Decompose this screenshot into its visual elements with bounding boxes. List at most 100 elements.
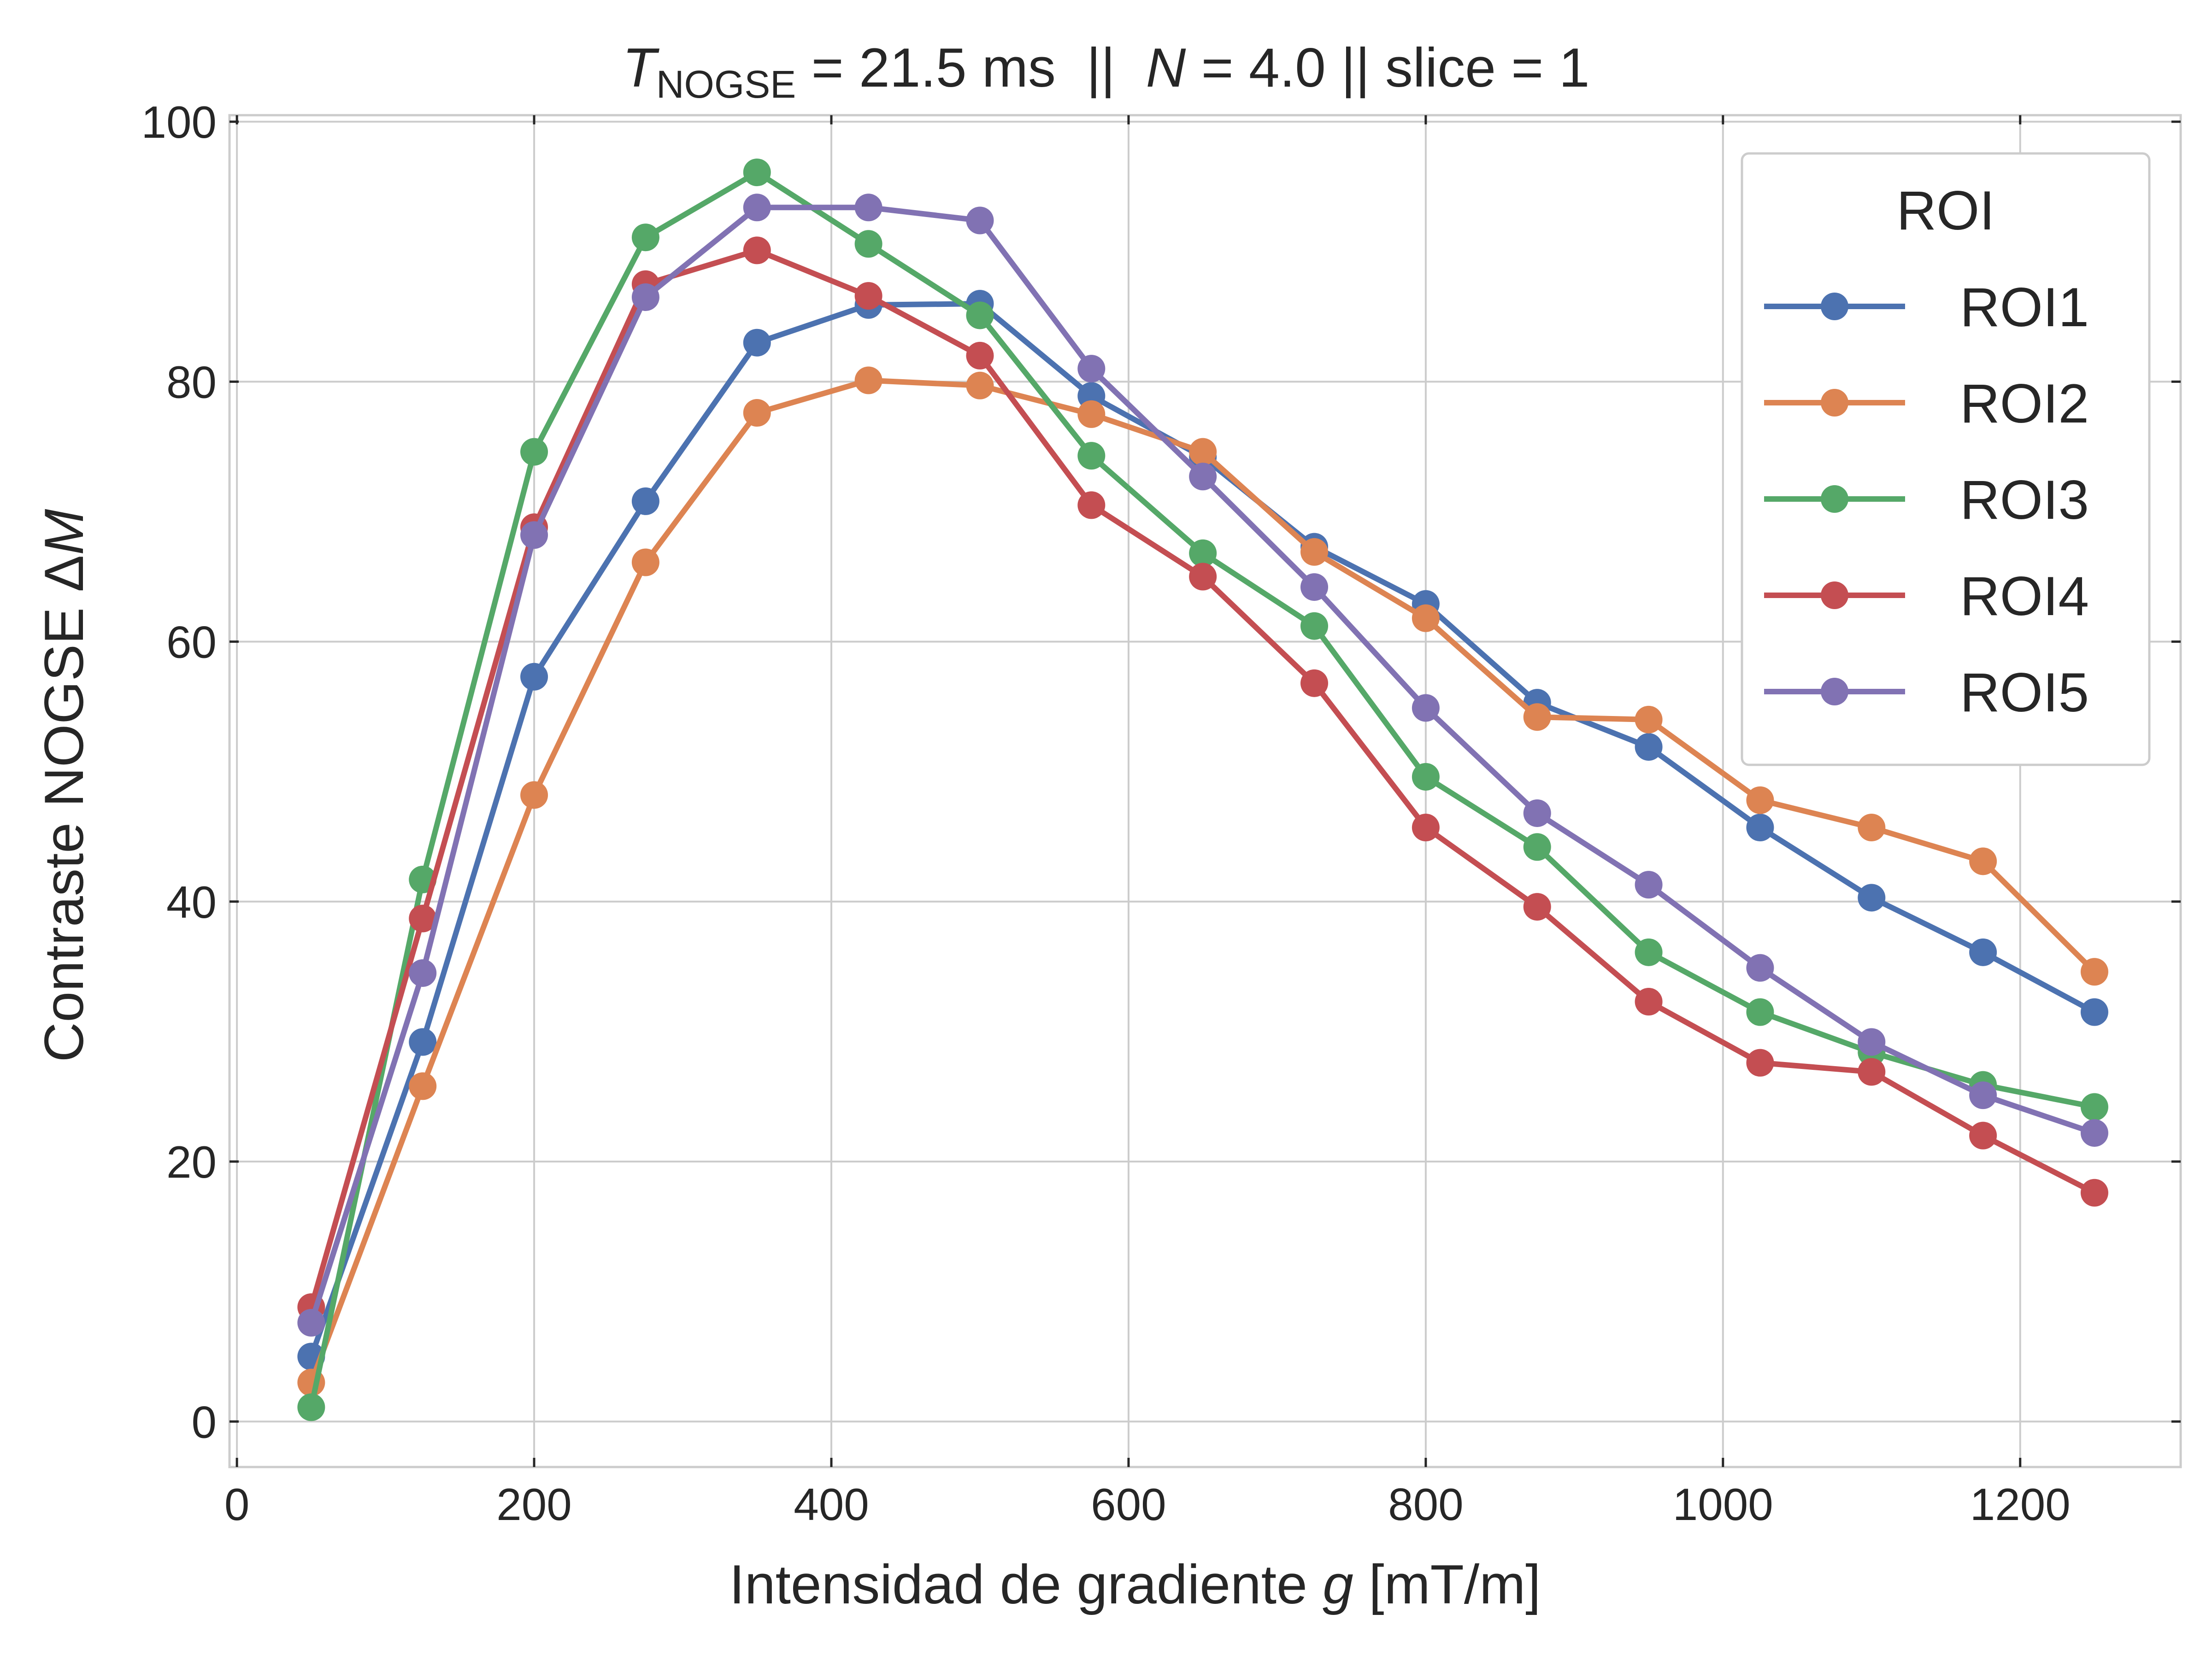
legend-marker: [1821, 678, 1848, 705]
data-point: [520, 438, 548, 466]
data-point: [966, 371, 994, 399]
y-tick-label: 20: [166, 1137, 217, 1187]
data-point: [1635, 871, 1663, 899]
data-point: [1412, 604, 1440, 632]
legend-label: ROI3: [1960, 469, 2089, 531]
data-point: [1635, 733, 1663, 761]
x-axis-label-prefix: Intensidad de gradiente: [729, 1554, 1323, 1615]
data-point: [854, 230, 882, 258]
data-point: [743, 194, 771, 222]
title-eq2: = 4.0 || slice = 1: [1186, 37, 1589, 99]
legend-item-roi2: ROI2: [1764, 373, 2089, 434]
title-eq1: = 21.5 ms ||: [796, 37, 1146, 99]
data-point: [1300, 538, 1329, 566]
x-axis-label-var: g: [1323, 1554, 1353, 1615]
data-point: [1746, 813, 1774, 841]
legend-marker: [1821, 581, 1848, 609]
data-point: [1412, 694, 1440, 722]
data-point: [1969, 1121, 1997, 1150]
data-point: [1077, 400, 1106, 428]
y-axis-label-var: M: [33, 509, 95, 555]
y-axis-label: Contraste NOGSE ΔM: [33, 509, 95, 1062]
data-point: [743, 236, 771, 264]
x-tick-label: 600: [1091, 1479, 1166, 1530]
data-point: [631, 487, 659, 515]
data-point: [409, 959, 437, 987]
y-axis-label-prefix: Contraste NOGSE Δ: [33, 555, 95, 1062]
x-tick-label: 0: [224, 1479, 250, 1530]
data-point: [631, 223, 659, 252]
data-point: [2080, 958, 2108, 986]
title-var-t: T: [623, 37, 660, 99]
series-roi5: [297, 194, 2108, 1337]
chart-title: TNOGSE = 21.5 ms || N = 4.0 || slice = 1: [623, 37, 1590, 106]
data-point: [966, 301, 994, 329]
data-point: [743, 399, 771, 427]
legend-label: ROI5: [1960, 662, 2089, 723]
data-point: [631, 548, 659, 576]
data-point: [1969, 938, 1997, 966]
data-point: [966, 341, 994, 370]
data-point: [2080, 1093, 2108, 1121]
y-tick-label: 0: [191, 1397, 217, 1447]
data-point: [409, 1028, 437, 1056]
data-point: [966, 206, 994, 235]
data-point: [1858, 813, 1886, 841]
data-point: [1858, 884, 1886, 912]
series-roi2: [297, 366, 2108, 1397]
data-point: [1635, 705, 1663, 734]
plot-frame: [228, 114, 2182, 1468]
data-point: [1189, 563, 1217, 591]
data-point: [1523, 799, 1551, 827]
title-var-n: N: [1146, 37, 1186, 99]
data-point: [409, 1072, 437, 1100]
data-point: [409, 904, 437, 933]
data-point: [631, 283, 659, 311]
data-point: [2080, 1119, 2108, 1147]
x-axis-label-suffix: [mT/m]: [1353, 1554, 1541, 1615]
legend: ROI ROI1 ROI2 ROI3 ROI4 ROI5: [1741, 152, 2151, 766]
data-point: [1077, 355, 1106, 383]
data-point: [1746, 954, 1774, 982]
data-point: [1189, 539, 1217, 567]
axis-ticks: 0 200 400 600 800 1000 1200 0 20 40 60 80 100: [141, 97, 2181, 1530]
legend-item-roi5: ROI5: [1764, 662, 2089, 723]
data-point: [743, 329, 771, 357]
data-point: [1412, 813, 1440, 841]
data-point: [2080, 998, 2108, 1026]
title-subscript: NOGSE: [656, 63, 796, 106]
data-point: [1858, 1028, 1886, 1056]
data-point: [1300, 612, 1329, 640]
data-point: [1969, 847, 1997, 875]
legend-title: ROI: [1896, 180, 1994, 241]
data-point: [297, 1309, 325, 1337]
data-point: [854, 282, 882, 310]
data-point: [1523, 833, 1551, 861]
x-tick-label: 1000: [1673, 1479, 1773, 1530]
legend-marker: [1821, 485, 1848, 513]
data-point: [520, 781, 548, 809]
data-point: [1746, 786, 1774, 814]
data-point: [1077, 491, 1106, 519]
data-point: [1858, 1058, 1886, 1086]
data-point: [743, 158, 771, 187]
data-point: [1635, 988, 1663, 1016]
legend-label: ROI2: [1960, 373, 2089, 434]
x-tick-label: 400: [794, 1479, 869, 1530]
legend-label: ROI4: [1960, 565, 2089, 627]
series-roi3: [297, 158, 2108, 1421]
legend-label: ROI1: [1960, 276, 2089, 338]
data-point: [1412, 763, 1440, 791]
legend-item-roi4: ROI4: [1764, 565, 2089, 627]
data-point: [2080, 1179, 2108, 1207]
data-point: [1300, 573, 1329, 601]
x-tick-label: 800: [1388, 1479, 1464, 1530]
data-point: [1300, 669, 1329, 697]
data-point: [1635, 938, 1663, 966]
x-axis-label: Intensidad de gradiente g [mT/m]: [729, 1554, 1541, 1615]
data-point: [1969, 1081, 1997, 1109]
legend-marker: [1821, 293, 1848, 320]
y-tick-label: 60: [166, 617, 217, 668]
